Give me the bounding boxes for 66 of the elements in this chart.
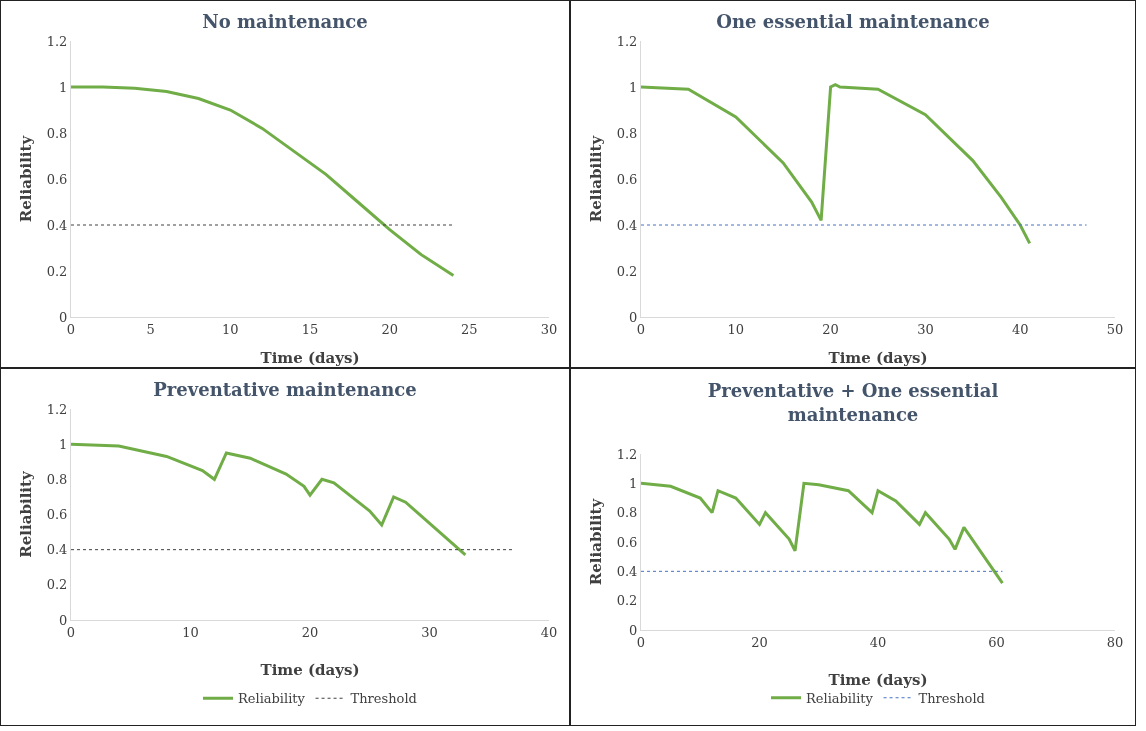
legend-label: Threshold	[350, 691, 417, 707]
x-tick-label: 50	[1106, 321, 1124, 337]
y-tick-label: 1	[629, 79, 638, 95]
y-tick-label: 0.8	[46, 471, 68, 487]
x-tick-label: 30	[917, 321, 934, 337]
y-tick-label: 0.8	[46, 125, 68, 141]
x-axis-title: Time (days)	[260, 661, 360, 679]
y-tick-label: 0.2	[616, 263, 638, 279]
y-axis-title: Reliability	[17, 134, 35, 223]
y-tick-label: 0	[59, 612, 68, 628]
y-tick-label: 1.2	[46, 401, 68, 417]
x-axis-title: Time (days)	[828, 349, 928, 367]
y-tick-label: 1	[629, 475, 638, 491]
y-tick-label: 0.2	[46, 263, 68, 279]
line-series	[71, 442, 467, 557]
x-tick-label: 40	[540, 624, 558, 640]
y-tick-label: 1	[59, 436, 68, 452]
x-tick-label: 20	[381, 321, 398, 337]
x-tick-label: 40	[869, 634, 887, 650]
x-axis-title: Time (days)	[828, 671, 928, 689]
y-tick-label: 0.6	[616, 534, 638, 550]
x-tick-label: 20	[301, 624, 319, 640]
line-series	[71, 85, 455, 278]
line-series	[641, 481, 1004, 585]
x-tick-label: 80	[1106, 634, 1124, 650]
y-tick-label: 0.4	[46, 542, 68, 558]
y-tick-label: 1.2	[46, 33, 68, 49]
y-axis-title: Reliability	[17, 470, 35, 558]
x-tick-label: 40	[1011, 321, 1029, 337]
legend-label: Reliability	[806, 690, 874, 706]
x-tick-label: 15	[301, 321, 319, 337]
chart-title: No maintenance	[202, 11, 368, 33]
y-tick-label: 0	[629, 309, 638, 325]
x-tick-label: 20	[822, 321, 839, 337]
y-axis-title: Reliability	[587, 134, 605, 223]
chart-title: Preventative + One essential maintenance	[707, 380, 999, 425]
x-tick-label: 30	[540, 321, 558, 337]
x-tick-label: 60	[988, 634, 1005, 650]
y-tick-label: 0.6	[616, 171, 638, 187]
line-series	[641, 83, 1032, 245]
y-tick-label: 0.2	[46, 577, 68, 593]
y-tick-label: 0.4	[46, 217, 68, 233]
y-tick-label: 0.2	[616, 593, 638, 609]
y-tick-label: 0.8	[616, 505, 638, 521]
x-tick-label: 5	[146, 321, 155, 337]
x-tick-label: 30	[421, 624, 438, 640]
chart-title: One essential maintenance	[716, 11, 990, 33]
y-axis-title: Reliability	[587, 497, 605, 586]
chart-title: Preventative maintenance	[153, 378, 417, 400]
x-tick-label: 10	[222, 321, 239, 337]
legend-label: Threshold	[918, 690, 985, 706]
x-tick-label: 10	[182, 624, 199, 640]
x-tick-label: 10	[727, 321, 745, 337]
y-tick-label: 0.4	[616, 563, 638, 579]
y-tick-label: 1	[59, 79, 68, 95]
y-tick-label: 0	[59, 309, 68, 325]
x-tick-label: 20	[751, 634, 768, 650]
y-tick-label: 0.4	[616, 217, 638, 233]
y-tick-label: 0.8	[616, 125, 638, 141]
x-axis-title: Time (days)	[260, 349, 360, 367]
y-tick-label: 1.2	[616, 446, 638, 462]
legend-label: Reliability	[238, 691, 306, 707]
y-tick-label: 0.6	[46, 171, 68, 187]
x-tick-label: 25	[461, 321, 478, 337]
y-tick-label: 0.6	[46, 507, 68, 523]
y-tick-label: 1.2	[616, 33, 638, 49]
